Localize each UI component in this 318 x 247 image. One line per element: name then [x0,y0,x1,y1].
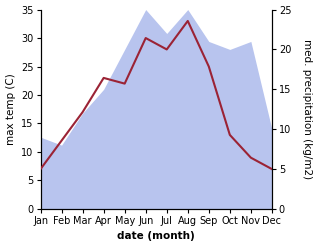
Y-axis label: max temp (C): max temp (C) [5,73,16,145]
Y-axis label: med. precipitation (kg/m2): med. precipitation (kg/m2) [302,39,313,179]
X-axis label: date (month): date (month) [117,231,195,242]
